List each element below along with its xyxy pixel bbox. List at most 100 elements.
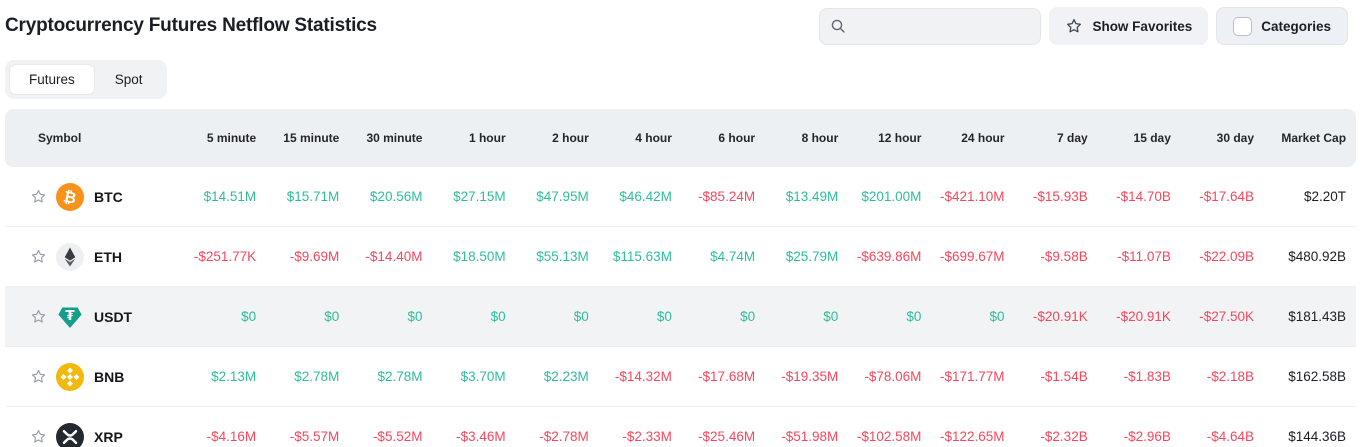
market-cap-value: $162.58B	[1288, 369, 1347, 384]
symbol-cell: ₿ BTC	[5, 182, 175, 211]
table-row[interactable]: BNB $2.13M $2.78M $2.78M $3.70M $2.23M -$14.32…	[5, 347, 1356, 407]
netflow-value: $0	[906, 309, 922, 324]
netflow-value: -$14.32M	[614, 369, 672, 384]
netflow-value: -$15.93B	[1032, 189, 1088, 204]
netflow-value: $47.95M	[536, 189, 589, 204]
table-row[interactable]: ₿ BTC $14.51M $15.71M $20.56M $27.15M $47.95M $…	[5, 167, 1356, 227]
column-header[interactable]: 30 day	[1216, 131, 1255, 145]
netflow-value: $15.71M	[286, 189, 340, 204]
netflow-value: $2.78M	[294, 369, 340, 384]
table-row[interactable]: XRP -$4.16M -$5.57M -$5.52M -$3.46M -$2.78M -$…	[5, 407, 1356, 447]
netflow-value: $0	[490, 309, 506, 324]
netflow-value: -$78.06M	[864, 369, 922, 384]
netflow-value: $201.00M	[861, 189, 922, 204]
star-icon	[1065, 17, 1083, 35]
tab-futures[interactable]: Futures	[9, 64, 95, 95]
table-header-row: Symbol 5 minute 15 minute 30 minute 1 hour 2 …	[5, 109, 1356, 167]
netflow-value: -$25.46M	[698, 429, 756, 444]
column-header[interactable]: 15 minute	[283, 131, 340, 145]
column-header[interactable]: 24 hour	[961, 131, 1005, 145]
header-controls: Show Favorites Categories	[819, 7, 1348, 45]
search-input[interactable]	[854, 18, 1031, 34]
netflow-value: $27.15M	[453, 189, 506, 204]
usdt-coin-icon: ₮	[56, 303, 84, 331]
netflow-value: $0	[823, 309, 839, 324]
netflow-value: -$5.57M	[289, 429, 340, 444]
search-icon	[830, 18, 846, 34]
top-bar: Cryptocurrency Futures Netflow Statistic…	[0, 0, 1361, 52]
netflow-value: -$9.69M	[289, 249, 340, 264]
netflow-value: -$20.91K	[1116, 309, 1171, 324]
categories-checkbox[interactable]	[1233, 16, 1253, 36]
table-row[interactable]: ETH -$251.77K -$9.69M -$14.40M $18.50M $55.13…	[5, 227, 1356, 287]
netflow-value: -$27.50K	[1199, 309, 1255, 324]
favorite-star-icon[interactable]	[30, 188, 47, 205]
categories-button[interactable]: Categories	[1216, 7, 1348, 45]
netflow-value: -$2.32B	[1040, 429, 1088, 444]
market-cap-value: $2.20T	[1304, 189, 1347, 204]
netflow-value: -$19.35M	[781, 369, 839, 384]
netflow-value: -$22.09B	[1199, 249, 1255, 264]
netflow-value: -$3.46M	[456, 429, 506, 444]
show-favorites-button[interactable]: Show Favorites	[1049, 7, 1209, 45]
netflow-value: $0	[407, 309, 423, 324]
bnb-coin-icon	[56, 362, 84, 391]
netflow-value: $3.70M	[460, 369, 506, 384]
favorite-star-icon[interactable]	[30, 308, 47, 325]
netflow-value: -$1.83B	[1123, 369, 1171, 384]
netflow-value: $115.63M	[612, 249, 672, 264]
netflow-value: -$85.24M	[698, 189, 756, 204]
column-header[interactable]: 1 hour	[468, 131, 506, 145]
column-header[interactable]: 7 day	[1057, 131, 1088, 145]
categories-label: Categories	[1261, 18, 1331, 34]
favorite-star-icon[interactable]	[30, 368, 47, 385]
view-tabs: Futures Spot	[5, 60, 167, 99]
column-header[interactable]: 2 hour	[552, 131, 589, 145]
netflow-table: Symbol 5 minute 15 minute 30 minute 1 hour 2 …	[5, 109, 1356, 447]
symbol-cell: XRP	[5, 422, 175, 447]
column-header[interactable]: 15 day	[1133, 131, 1171, 145]
netflow-value: -$122.65M	[940, 429, 1005, 444]
column-header[interactable]: 6 hour	[718, 131, 756, 145]
column-header[interactable]: Market Cap	[1281, 131, 1347, 145]
netflow-value: -$699.67M	[940, 249, 1005, 264]
column-header[interactable]: 12 hour	[878, 131, 922, 145]
netflow-value: -$5.52M	[372, 429, 423, 444]
netflow-value: $20.56M	[369, 189, 423, 204]
svg-text:₿: ₿	[62, 187, 78, 207]
netflow-value: $2.78M	[377, 369, 423, 384]
symbol-label: ETH	[94, 248, 122, 265]
column-header[interactable]: 8 hour	[801, 131, 839, 145]
column-header[interactable]: 30 minute	[366, 131, 423, 145]
column-header[interactable]: 5 minute	[206, 131, 257, 145]
netflow-value: $4.74M	[710, 249, 756, 264]
netflow-value: $25.79M	[785, 249, 839, 264]
tab-spot[interactable]: Spot	[114, 72, 143, 87]
netflow-value: $0	[573, 309, 589, 324]
symbol-label: USDT	[94, 308, 133, 325]
netflow-value: $2.23M	[543, 369, 589, 384]
netflow-value: -$639.86M	[856, 249, 922, 264]
favorite-star-icon[interactable]	[30, 248, 47, 265]
page-title: Cryptocurrency Futures Netflow Statistic…	[5, 15, 377, 36]
netflow-value: -$9.58B	[1040, 249, 1088, 264]
netflow-value: -$17.64B	[1199, 189, 1255, 204]
symbol-label: BNB	[94, 368, 125, 385]
table-row[interactable]: ₮ USDT $0 $0 $0 $0 $0 $0 $0 $0 $0 $0 -$20.91K -$20.91…	[5, 287, 1356, 347]
netflow-value: -$171.77M	[940, 369, 1005, 384]
netflow-value: $18.50M	[453, 249, 506, 264]
netflow-value: -$11.07B	[1117, 249, 1171, 264]
search-box[interactable]	[819, 7, 1042, 45]
netflow-value: -$4.16M	[206, 429, 257, 444]
market-cap-value: $480.92B	[1288, 249, 1347, 264]
symbol-label: BTC	[94, 188, 123, 205]
favorite-star-icon[interactable]	[30, 428, 47, 445]
netflow-value: -$2.33M	[622, 429, 672, 444]
column-header[interactable]: Symbol	[38, 131, 82, 145]
symbol-cell: BNB	[5, 362, 175, 391]
column-header[interactable]: 4 hour	[635, 131, 672, 145]
netflow-value: $0	[656, 309, 672, 324]
netflow-value: -$251.77K	[193, 249, 257, 264]
netflow-value: -$102.58M	[856, 429, 922, 444]
netflow-value: -$421.10M	[940, 189, 1005, 204]
